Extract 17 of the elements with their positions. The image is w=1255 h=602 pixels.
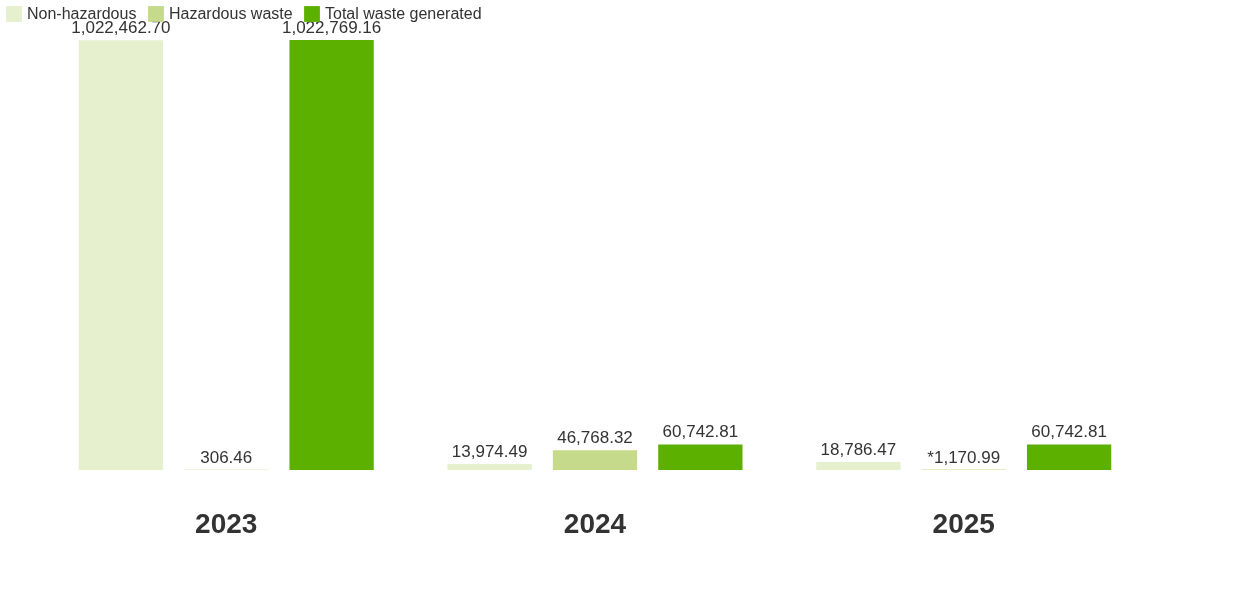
bar <box>289 40 374 470</box>
data-label: 46,768.32 <box>557 428 633 448</box>
bar <box>552 450 638 470</box>
data-label: 13,974.49 <box>451 442 528 462</box>
data-label: 18,786.47 <box>820 440 897 460</box>
data-label: *1,170.99 <box>927 447 1001 467</box>
bar <box>447 464 532 470</box>
data-label: 60,742.81 <box>1031 422 1107 442</box>
x-tick-label: 2025 <box>932 507 995 539</box>
x-tick-label: 2023 <box>195 507 258 539</box>
data-label: 306.46 <box>200 447 253 467</box>
bar <box>658 444 743 470</box>
x-tick-label: 2024 <box>563 507 627 539</box>
bar <box>78 40 164 470</box>
data-label: 60,742.81 <box>662 422 739 442</box>
bar <box>816 462 901 470</box>
bar <box>1026 444 1112 470</box>
